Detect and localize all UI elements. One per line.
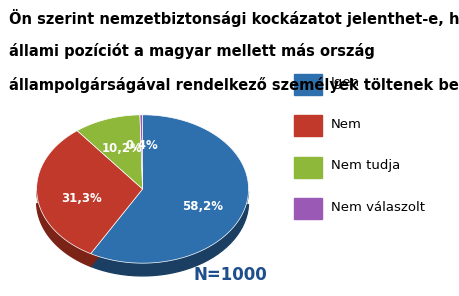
Text: állampolgárságával rendelkező személyek töltenek be?: állampolgárságával rendelkező személyek … xyxy=(9,77,459,93)
Text: 0,4%: 0,4% xyxy=(125,139,158,152)
Text: 31,3%: 31,3% xyxy=(61,192,101,205)
Text: N=1000: N=1000 xyxy=(193,266,266,284)
Text: Nem válaszolt: Nem válaszolt xyxy=(330,201,424,214)
Polygon shape xyxy=(90,189,248,276)
Polygon shape xyxy=(37,189,142,266)
Text: Nem: Nem xyxy=(330,118,361,131)
Text: Igen: Igen xyxy=(330,76,359,89)
Polygon shape xyxy=(140,115,142,189)
Text: 10,2%: 10,2% xyxy=(101,142,142,155)
Text: 58,2%: 58,2% xyxy=(181,200,222,213)
Text: állami pozíciót a magyar mellett más ország: állami pozíciót a magyar mellett más ors… xyxy=(9,43,374,59)
Polygon shape xyxy=(37,131,142,254)
Text: Ön szerint nemzetbiztonsági kockázatot jelenthet-e, ha magas: Ön szerint nemzetbiztonsági kockázatot j… xyxy=(9,9,459,27)
Text: Nem tudja: Nem tudja xyxy=(330,159,400,172)
Polygon shape xyxy=(77,115,142,189)
Polygon shape xyxy=(90,115,248,263)
